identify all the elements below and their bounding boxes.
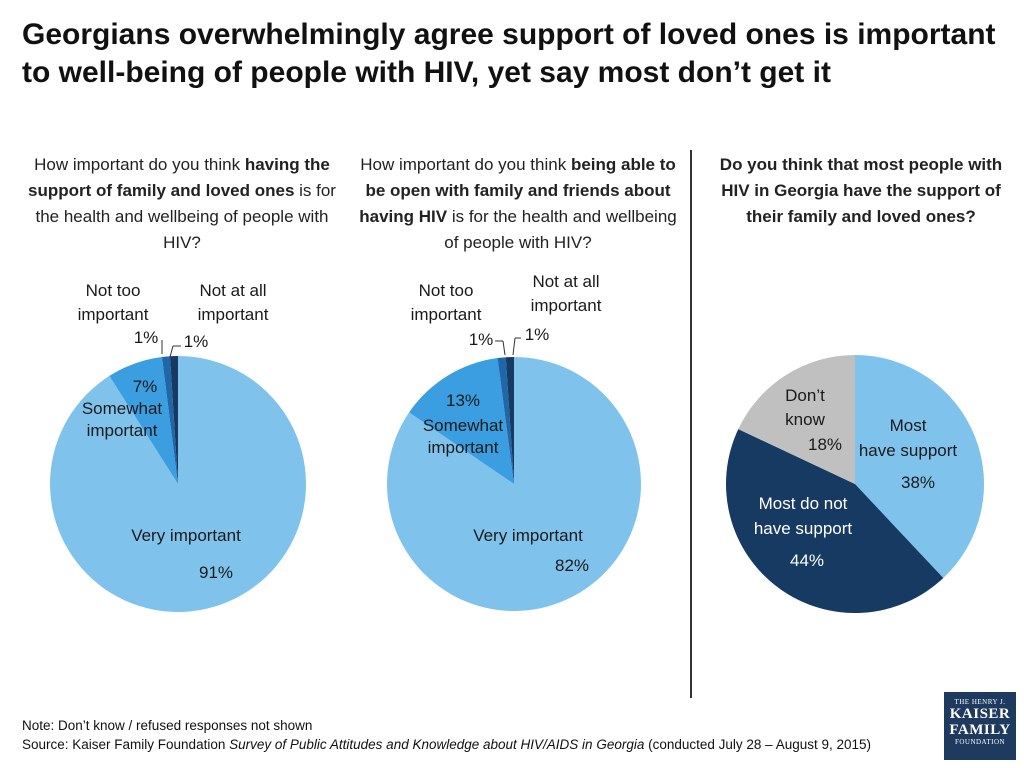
note-text: Note: Don’t know / refused responses not… (22, 718, 313, 733)
label-not-too-important: Not too important (411, 281, 482, 324)
label-somewhat-important: Somewhat important (423, 416, 504, 457)
pie-slice-not-at-all-important (505, 357, 514, 484)
label-most-have-support: Most have support (859, 416, 958, 460)
value-not-at-all-important: 1% (184, 332, 209, 351)
pie-slice-very-important (50, 356, 307, 612)
pie-slice-not-too-important (497, 357, 514, 484)
leader-line-not-at-all-important (512, 337, 516, 356)
question-1-emphasis: having the support of family and loved o… (28, 155, 330, 200)
page-title: Georgians overwhelmingly agree support o… (22, 18, 996, 89)
value-not-too-important: 1% (134, 328, 159, 347)
pie-slice-not-too-important (161, 356, 178, 484)
question-2-emphasis: being able to be open with family and fr… (359, 155, 676, 226)
pie-slice-somewhat-important (409, 358, 514, 484)
footnote: Note: Don’t know / refused responses not… (22, 716, 871, 754)
label-not-at-all-important: Not at all important (198, 281, 269, 324)
value-most-have-support: 38% (901, 473, 935, 492)
question-3: Do you think that most people with HIV i… (719, 155, 1003, 226)
pie-slice-not-at-all-important (169, 356, 178, 484)
leader-line-not-at-all-important (169, 345, 174, 358)
value-very-important: 82% (555, 556, 589, 575)
value-not-at-all-important: 1% (525, 325, 550, 344)
value-somewhat-important: 13% (446, 391, 480, 410)
value-very-important: 91% (199, 563, 233, 582)
label-very-important: Very important (473, 526, 583, 545)
question-1: How important do you think having the su… (28, 155, 336, 252)
pie-slice-very-important (386, 357, 641, 611)
pie-slice-most-have-support (855, 355, 985, 579)
pie-slice-most-do-not-have-support (725, 429, 944, 614)
label-somewhat-important: Somewhat important (82, 399, 163, 440)
pie-slice-somewhat-important (109, 357, 178, 484)
label-not-at-all-important: Not at all important (531, 272, 602, 315)
value-most-do-not-have-support: 44% (790, 551, 824, 570)
label-most-do-not-have-support: Most do not have support (754, 494, 853, 538)
kff-logo: THE HENRY J. KAISER FAMILY FOUNDATION (944, 692, 1016, 760)
label-very-important: Very important (131, 526, 241, 545)
label-dont-know: Don’t know (785, 386, 825, 429)
source-text: Source: Kaiser Family Foundation Survey … (22, 737, 872, 752)
value-somewhat-important: 7% (133, 377, 158, 396)
question-2: How important do you think being able to… (359, 155, 677, 252)
label-not-too-important: Not too important (78, 281, 149, 324)
section-divider (690, 150, 692, 698)
pie-slice-don-t-know (738, 355, 855, 484)
value-dont-know: 18% (808, 435, 842, 454)
value-not-too-important: 1% (469, 330, 494, 349)
